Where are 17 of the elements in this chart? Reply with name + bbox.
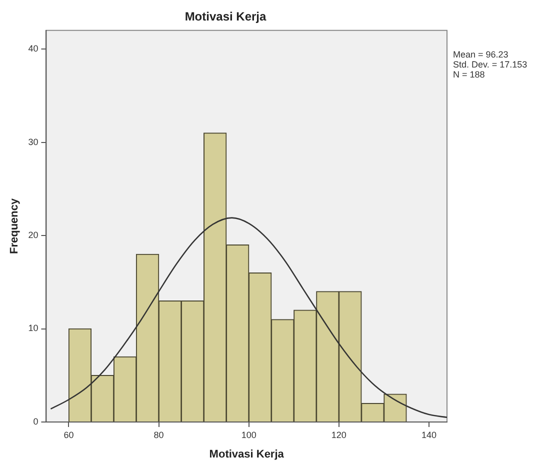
y-tick-label: 30	[28, 136, 38, 147]
x-tick-label: 80	[154, 430, 164, 440]
x-tick-label: 100	[241, 430, 256, 440]
line-series	[50, 217, 447, 418]
x-axis-title: Motivasi Kerja	[209, 448, 285, 460]
text: Mean = 96.23	[453, 49, 508, 60]
x-tick-label: 60	[64, 430, 74, 440]
y-tick-label: 40	[28, 44, 38, 54]
text: N = 188	[453, 69, 485, 80]
y-tick-label: 0	[33, 416, 38, 426]
x-tick-label: 120	[331, 430, 346, 440]
text: Std. Dev. = 17.153	[453, 59, 528, 70]
y-axis-title: Frequency	[8, 198, 21, 254]
x-tick-label: 140	[421, 430, 437, 440]
y-tick-label: 10	[28, 323, 38, 334]
chart-title: Motivasi Kerja	[184, 10, 266, 24]
y-tick-label: 20	[28, 230, 38, 240]
